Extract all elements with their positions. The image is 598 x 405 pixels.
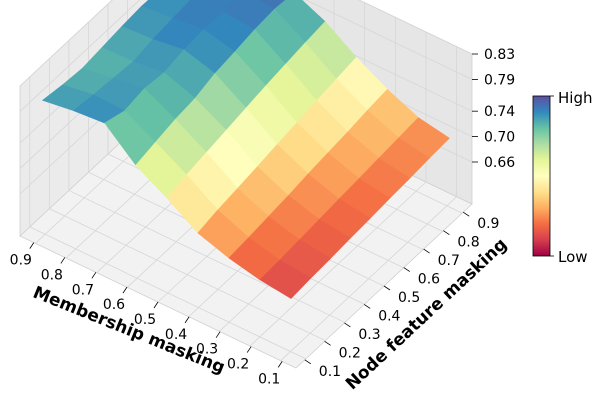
x-tick-label: 0.9 bbox=[10, 253, 32, 269]
axis-ticks: 0.9 0.8 0.7 0.6 0.5 0.4 0.3 0.2 0.1 0.1 0.2 0.3 0.4 0… bbox=[10, 47, 516, 387]
colorbar-low-label: Low bbox=[558, 248, 588, 266]
x-tick bbox=[122, 286, 128, 294]
z-tick-label: 0.66 bbox=[484, 155, 515, 171]
y-tick bbox=[324, 341, 331, 346]
y-tick bbox=[462, 211, 470, 217]
colorbar-gradient bbox=[532, 95, 551, 257]
x-tick-label: 0.5 bbox=[134, 312, 156, 328]
y-tick-label: 0.8 bbox=[457, 235, 479, 251]
y-tick-label: 0.3 bbox=[358, 327, 380, 343]
z-tick-label: 0.70 bbox=[484, 130, 515, 146]
x-tick bbox=[246, 346, 252, 353]
z-grid-line bbox=[305, 0, 473, 80]
x-tick-label: 0.1 bbox=[258, 371, 280, 387]
colorbar-high-label: High bbox=[558, 89, 592, 107]
x-tick bbox=[29, 242, 35, 249]
x-tick bbox=[215, 331, 221, 338]
x-tick-label: 0.8 bbox=[41, 267, 63, 283]
surface bbox=[41, 0, 450, 299]
x-tick bbox=[277, 361, 283, 368]
x-tick-label: 0.6 bbox=[103, 297, 125, 313]
x-tick-label: 0.4 bbox=[165, 327, 187, 343]
y-tick bbox=[383, 285, 391, 291]
y-tick-label: 0.6 bbox=[418, 272, 440, 288]
y-tick bbox=[304, 359, 312, 365]
y-tick bbox=[443, 230, 450, 235]
z-tick-label: 0.74 bbox=[484, 104, 515, 120]
x-tick bbox=[153, 301, 159, 309]
colorbar: High Low bbox=[532, 89, 592, 266]
x-tick bbox=[91, 272, 97, 279]
y-tick-label: 0.4 bbox=[378, 308, 400, 324]
y-tick-label: 0.9 bbox=[477, 216, 499, 232]
y-tick-label: 0.2 bbox=[339, 345, 361, 361]
z-grid-line bbox=[19, 0, 141, 112]
z-grid-line bbox=[19, 0, 113, 87]
x-tick-label: 0.7 bbox=[72, 282, 94, 298]
z-tick-label: 0.83 bbox=[484, 47, 515, 63]
y-tick bbox=[363, 304, 371, 309]
y-tick-label: 0.7 bbox=[438, 253, 460, 269]
surface-patch bbox=[259, 259, 312, 299]
x-tick bbox=[60, 257, 66, 264]
y-tick bbox=[423, 248, 430, 254]
y-tick-label: 0.1 bbox=[319, 364, 341, 380]
y-tick-label: 0.5 bbox=[398, 290, 420, 306]
y-tick bbox=[344, 322, 351, 328]
z-grid-line bbox=[358, 0, 473, 55]
z-tick-label: 0.79 bbox=[484, 72, 515, 88]
x-tick-label: 0.3 bbox=[196, 342, 218, 358]
x-tick bbox=[184, 316, 190, 324]
x-tick-label: 0.2 bbox=[227, 357, 249, 373]
y-tick bbox=[403, 267, 411, 272]
